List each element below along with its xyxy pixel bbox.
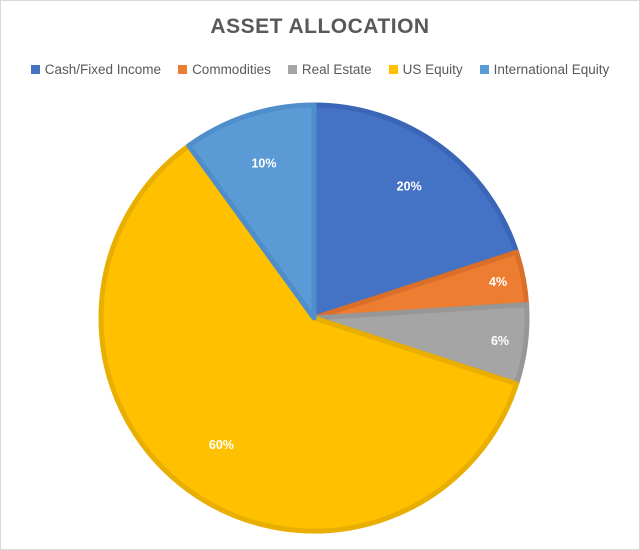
data-label-cash-fixed-income: 20%	[397, 179, 422, 193]
pie-slice-us-equity	[98, 143, 520, 534]
legend-label-real-estate: Real Estate	[301, 62, 372, 77]
pie-slice-cash-fixed-income	[311, 102, 520, 321]
chart-legend: Cash/Fixed Income Commodities Real Estat…	[1, 62, 639, 77]
data-label-commodities: 4%	[489, 275, 507, 289]
legend-swatch-us-equity	[388, 65, 398, 74]
legend-item-real-estate: Real Estate	[287, 62, 372, 77]
legend-label-commodities: Commodities	[192, 62, 271, 77]
legend-swatch-commodities	[178, 65, 188, 74]
legend-item-commodities: Commodities	[178, 62, 271, 77]
legend-swatch-real-estate	[287, 65, 297, 74]
legend-label-cash-fixed-income: Cash/Fixed Income	[44, 62, 162, 77]
legend-swatch-international-equity	[479, 65, 489, 74]
data-label-real-estate: 6%	[491, 334, 509, 348]
legend-label-us-equity: US Equity	[402, 62, 463, 77]
pie-slice-international-equity	[186, 102, 317, 321]
legend-label-international-equity: International Equity	[493, 62, 610, 77]
data-label-international-equity: 10%	[251, 156, 276, 170]
legend-item-us-equity: US Equity	[388, 62, 463, 77]
legend-swatch-cash-fixed-income	[30, 65, 40, 74]
legend-item-cash-fixed-income: Cash/Fixed Income	[30, 62, 162, 77]
chart-title: ASSET ALLOCATION	[210, 15, 430, 38]
data-label-us-equity: 60%	[209, 438, 234, 452]
legend-item-international-equity: International Equity	[479, 62, 610, 77]
